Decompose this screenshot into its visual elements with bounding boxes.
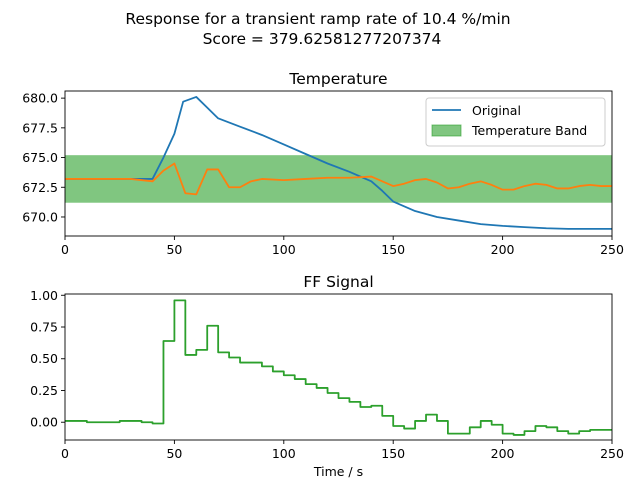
temperature-title: Temperature [288,70,387,88]
temperature-axes: Temperature 0 50 100 150 200 250 670.0 672.5 675.… [22,70,624,257]
temperature-ytick-label: 670.0 [22,209,58,224]
temperature-xtick-label: 0 [61,242,69,257]
ff-signal-ytick-label: 0.00 [30,415,58,430]
temperature-ytick-label: 672.5 [22,180,58,195]
response-line [65,162,612,196]
ff-signal-xtick-label: 250 [600,446,624,461]
ff-signal-ytick-label: 0.75 [30,320,58,335]
ff-signal-title: FF Signal [303,273,373,291]
legend-original-label: Original [472,103,521,118]
ff-signal-frame [64,293,613,441]
ff-signal-xtick-label: 200 [491,446,515,461]
ff-signal-xlabel: Time / s [313,464,363,479]
temperature-xtick-label: 150 [381,242,405,257]
legend-band-swatch [431,124,462,137]
legend: Original Temperature Band [425,97,606,147]
ff-signal-axes: FF Signal 0 50 100 150 200 250 0.00 0.25 0.50 0.75… [30,273,624,479]
original-line [65,96,612,230]
temperature-xtick-label: 50 [166,242,182,257]
ff-signal-xtick-label: 150 [381,446,405,461]
legend-frame [425,97,606,147]
ff-signal-xtick-label: 50 [166,446,182,461]
suptitle-line-2: Score = 379.62581277207374 [203,30,442,48]
temperature-ytick-label: 677.5 [22,120,58,135]
legend-band-label: Temperature Band [471,123,587,138]
ff-signal-ytick-label: 0.25 [30,383,58,398]
ff-signal-line [65,299,612,436]
ff-signal-xtick-label: 100 [272,446,296,461]
suptitle-line-1: Response for a transient ramp rate of 10… [125,10,510,28]
temperature-ytick-label: 675.0 [22,150,58,165]
ff-signal-ytick-label: 1.00 [30,288,58,303]
temperature-frame [64,90,613,237]
ff-signal-xtick-label: 0 [61,446,69,461]
temperature-xtick-label: 200 [491,242,515,257]
temperature-xtick-label: 100 [272,242,296,257]
temperature-ytick-label: 680.0 [22,91,58,106]
ff-signal-ytick-label: 0.50 [30,351,58,366]
temperature-xtick-label: 250 [600,242,624,257]
